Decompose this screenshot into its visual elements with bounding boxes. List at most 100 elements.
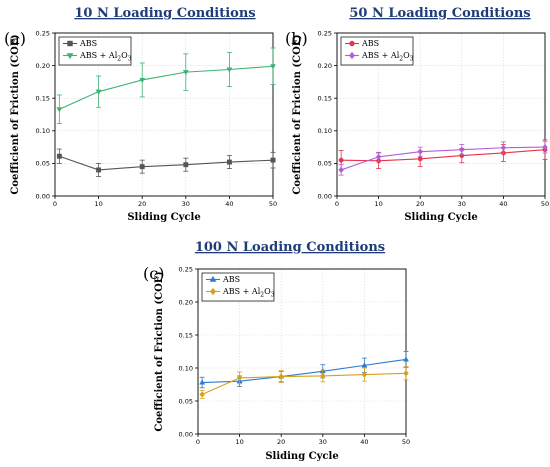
x-axis-title: Sliding Cycle: [127, 212, 200, 223]
data-point: [183, 162, 189, 168]
x-tick-label: 50: [541, 200, 549, 208]
series-line: [59, 155, 274, 171]
y-tick-label: 0.15: [36, 95, 50, 103]
series-2: [56, 47, 276, 125]
y-axis-title: Coefficient of Friction (COF): [292, 34, 303, 194]
y-tick-label: 0.00: [179, 430, 193, 438]
legend-marker: [348, 51, 356, 60]
legend-label: ABS + Al2O3: [361, 51, 414, 63]
x-tick-label: 30: [182, 200, 190, 208]
data-point: [139, 77, 146, 84]
chart-panel-1: 10 N Loading Conditions (a) 0 10 20 30 40 50 0.0…: [4, 6, 277, 223]
legend-label: ABS + Al2O3: [222, 287, 275, 299]
legend-marker: [67, 40, 73, 47]
data-point: [375, 153, 382, 161]
x-tick-label: 20: [277, 438, 285, 446]
x-tick-label: 40: [499, 200, 507, 208]
data-point: [320, 372, 326, 380]
data-point: [226, 67, 233, 73]
y-axis-title: Coefficient of Friction (COF): [154, 271, 165, 431]
data-point: [182, 70, 189, 76]
series-2: [338, 140, 548, 176]
x-tick-label: 40: [225, 200, 233, 208]
data-point: [403, 370, 409, 377]
y-tick-label: 0.10: [36, 127, 50, 135]
x-tick-label: 50: [269, 200, 277, 208]
legend-marker: [209, 287, 217, 296]
plot-frame: [336, 32, 546, 197]
legend-label: ABS: [222, 275, 240, 284]
legend: ABS ABS + Al2O3: [340, 36, 414, 66]
panel-label: (c): [143, 264, 164, 283]
legend-label: ABS: [361, 39, 379, 48]
data-point: [96, 167, 102, 173]
y-tick-label: 0.05: [179, 397, 193, 405]
legend-label: ABS: [79, 39, 97, 48]
panel-label: (a): [4, 29, 26, 48]
y-tick-label: 0.20: [36, 62, 50, 70]
x-tick-label: 50: [402, 438, 410, 446]
data-point: [403, 356, 409, 362]
plot-frame: [54, 32, 274, 197]
y-tick-label: 0.20: [179, 298, 193, 306]
x-tick-label: 40: [360, 438, 368, 446]
data-point: [542, 143, 548, 151]
series-1: [56, 148, 276, 177]
legend-marker: [349, 40, 355, 47]
x-tick-label: 10: [94, 200, 102, 208]
y-tick-label: 0.00: [36, 192, 50, 200]
chart-panel-3: 100 N Loading Conditions (c) 0 10 20 30 40 50 0.…: [143, 240, 410, 462]
y-tick-label: 0.05: [318, 160, 332, 168]
data-point: [278, 373, 284, 380]
y-axis-title: Coefficient of Friction (COF): [10, 34, 21, 194]
series-line: [59, 65, 274, 110]
data-point: [338, 166, 344, 174]
chart-title: 10 N Loading Conditions: [74, 6, 255, 21]
series-line: [340, 146, 546, 171]
x-tick-label: 30: [458, 200, 466, 208]
series-line: [202, 358, 407, 384]
x-tick-label: 0: [335, 200, 339, 208]
y-tick-label: 0.00: [318, 192, 332, 200]
series-1: [338, 139, 548, 171]
data-point: [270, 64, 276, 70]
chart-panel-2: 50 N Loading Conditions (b) 0 10 20 30 40 50 0.0…: [285, 6, 549, 223]
panel-label: (b): [285, 29, 308, 48]
data-point: [236, 374, 243, 382]
data-point: [270, 157, 276, 163]
data-point: [199, 379, 206, 385]
y-tick-label: 0.05: [36, 160, 50, 168]
series-2: [199, 366, 409, 399]
data-point: [417, 156, 423, 162]
legend-marker: [209, 275, 217, 282]
legend-label: ABS + Al2O3: [79, 51, 132, 63]
data-point: [500, 144, 507, 151]
data-point: [95, 89, 102, 95]
data-point: [56, 153, 62, 159]
y-tick-label: 0.10: [318, 127, 332, 135]
data-point: [226, 159, 232, 165]
x-tick-label: 10: [235, 438, 243, 446]
y-tick-label: 0.15: [318, 95, 332, 103]
x-tick-label: 30: [319, 438, 327, 446]
data-point: [139, 164, 145, 170]
y-tick-label: 0.25: [318, 29, 332, 37]
data-point: [338, 157, 344, 163]
x-tick-label: 20: [416, 200, 424, 208]
x-axis-title: Sliding Cycle: [265, 451, 338, 462]
y-tick-label: 0.20: [318, 62, 332, 70]
data-point: [199, 391, 205, 398]
chart-title: 100 N Loading Conditions: [195, 240, 385, 255]
legend: ABS ABS + Al2O3: [58, 36, 132, 66]
series-line: [341, 149, 546, 162]
x-tick-label: 10: [374, 200, 382, 208]
data-point: [361, 371, 368, 378]
data-point: [56, 107, 63, 113]
legend-marker: [66, 53, 74, 60]
y-tick-label: 0.25: [36, 29, 50, 37]
y-tick-label: 0.15: [179, 331, 193, 339]
series-line: [201, 372, 407, 395]
y-tick-label: 0.25: [179, 265, 193, 273]
x-tick-label: 20: [138, 200, 146, 208]
